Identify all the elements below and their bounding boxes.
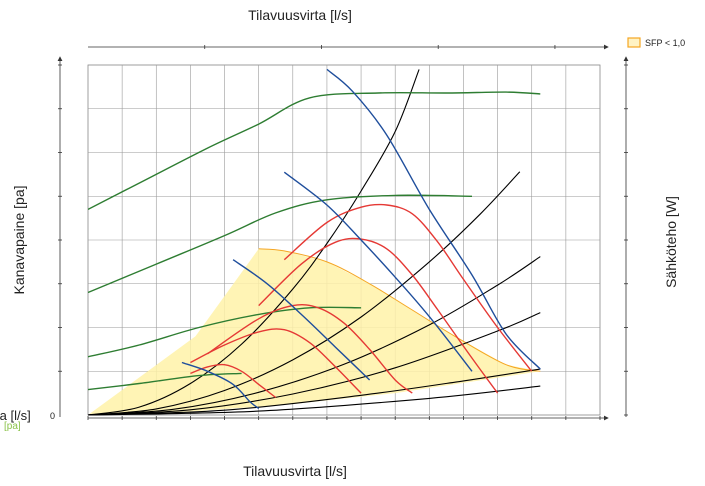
left-edge-text: ta [l/s] — [0, 408, 31, 423]
fan-speed-line — [232, 259, 371, 381]
left-edge-text-2: [pa] — [4, 421, 21, 432]
sound-level-line — [258, 237, 499, 394]
legend-label: SFP < 1,0 — [645, 38, 685, 48]
sfp-area — [88, 248, 541, 415]
power-line — [88, 194, 473, 294]
system-curve-line — [88, 368, 541, 416]
sfp-region — [88, 248, 541, 415]
system-curve-line — [88, 69, 420, 416]
power-line — [88, 91, 541, 211]
axes: 0 — [50, 44, 629, 421]
sound-level-line — [190, 363, 277, 399]
fan-speed-line — [326, 68, 541, 370]
system-curve-line — [88, 171, 521, 416]
sfp-boundary-line — [258, 248, 541, 372]
system-curve-line — [88, 312, 541, 416]
sound-level-line — [207, 304, 413, 394]
curves — [88, 68, 541, 416]
fan-speed-line — [283, 171, 473, 372]
legend: SFP < 1,0 — [627, 37, 685, 48]
fan-speed-line — [181, 361, 260, 409]
power-line — [88, 372, 242, 391]
y-axis-title: Kanavapaine [pa] — [11, 186, 27, 295]
sound-level-line — [190, 328, 362, 394]
y-tick-zero: 0 — [50, 411, 55, 421]
system-curve-line — [88, 256, 541, 416]
x2-axis-title: Tilavuusvirta [l/s] — [248, 7, 352, 23]
system-curve-line — [88, 385, 541, 416]
y2-axis-title: Sähköteho [W] — [663, 196, 679, 288]
legend-swatch — [627, 37, 641, 48]
x-axis-title: Tilavuusvirta [l/s] — [243, 463, 347, 479]
power-line — [88, 306, 362, 358]
